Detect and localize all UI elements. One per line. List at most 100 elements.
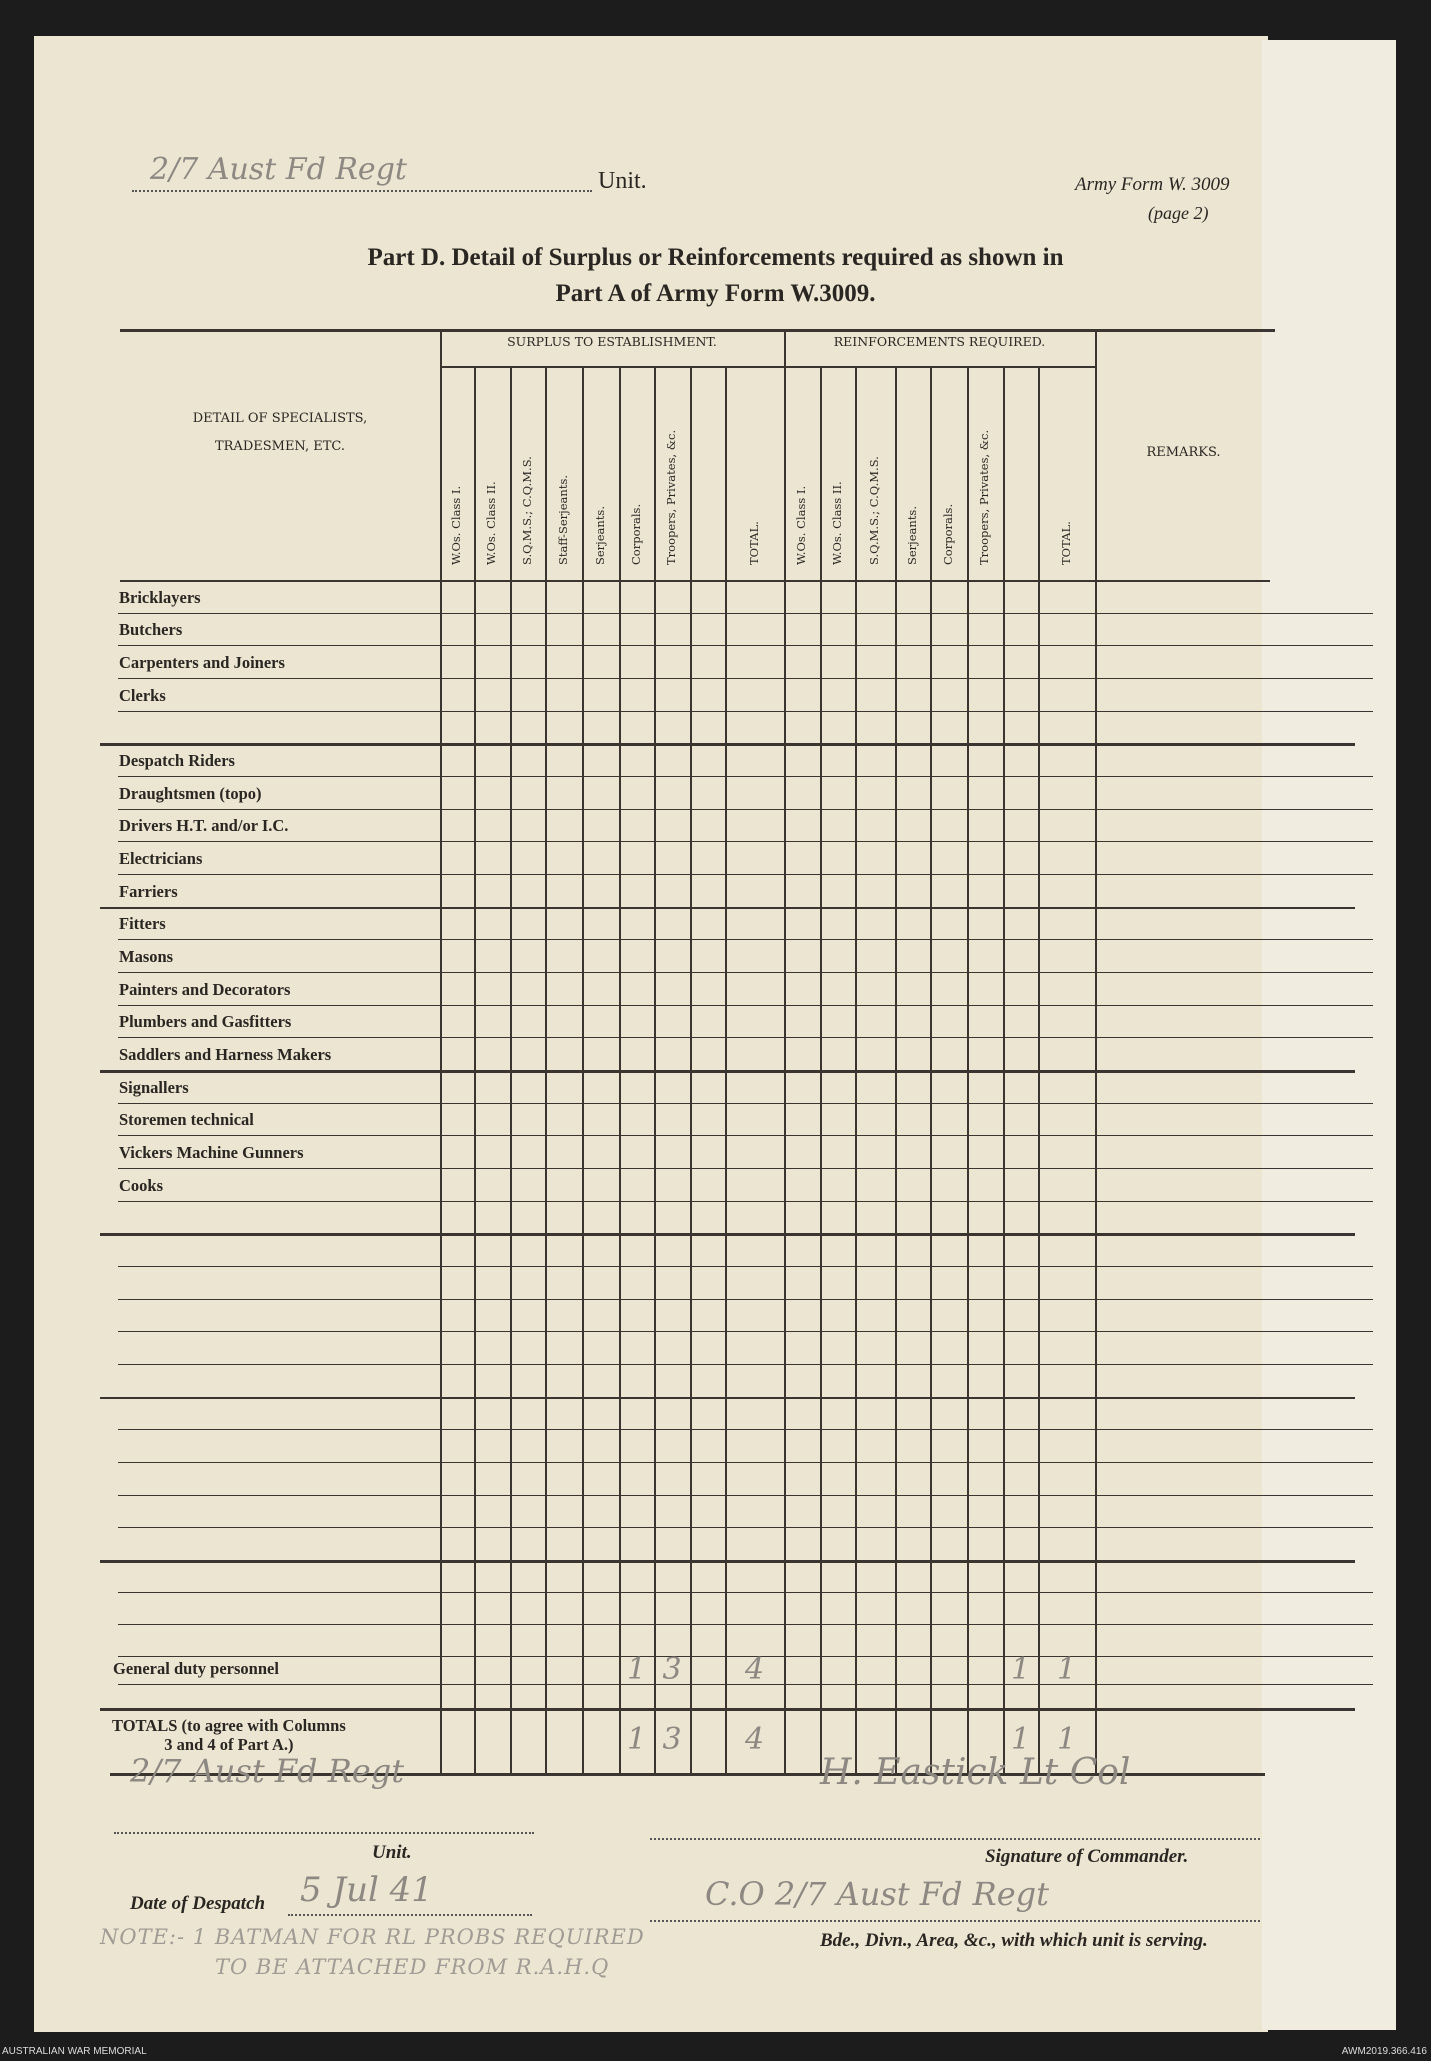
surplus-value: 3 <box>662 1652 682 1687</box>
column-divider <box>510 366 512 1773</box>
row-rule <box>118 612 1373 614</box>
date-handwritten: 5 Jul 41 <box>300 1870 433 1910</box>
surplus-header: SURPLUS TO ESTABLISHMENT. <box>507 334 717 349</box>
column-divider <box>895 366 897 1773</box>
column-divider <box>784 329 786 1773</box>
archive-id: AWM2019.366.416 <box>1341 2046 1427 2057</box>
row-rule <box>118 1684 1373 1685</box>
commander-signature: H. Eastick Lt Col <box>820 1752 1131 1793</box>
reinforcement-column-header: S.Q.M.S.; C.Q.M.S. <box>867 456 881 565</box>
surplus-column-header: W.Os. Class II. <box>484 481 498 565</box>
total-surplus-value: 1 <box>626 1722 647 1757</box>
unit-dotted-line <box>132 190 592 192</box>
row-rule <box>118 645 1373 647</box>
row-rule <box>118 1168 1373 1169</box>
form-id: Army Form W. 3009 <box>1075 174 1230 195</box>
row-rule <box>118 776 1373 777</box>
row-rule <box>118 1266 1373 1267</box>
reinforcements-header: REINFORCEMENTS REQUIRED. <box>833 334 1046 349</box>
note-line-2: TO BE ATTACHED FROM R.A.H.Q <box>215 1955 610 1979</box>
subheader-rule <box>440 366 1095 368</box>
formation-label: Bde., Divn., Area, &c., with which unit … <box>820 1930 1208 1951</box>
reinforcement-column-header: W.Os. Class I. <box>794 485 808 565</box>
row-rule <box>118 1462 1373 1463</box>
group-rule <box>100 1233 1355 1236</box>
row-rule <box>118 678 1373 679</box>
header-bottom-rule <box>120 580 1270 582</box>
column-divider <box>654 366 656 1773</box>
row-label: Vickers Machine Gunners <box>119 1143 304 1162</box>
row-label: Despatch Riders <box>119 751 235 770</box>
column-divider <box>930 366 932 1773</box>
row-label: Painters and Decorators <box>119 979 291 999</box>
row-rule <box>118 1494 1373 1496</box>
row-rule <box>118 1656 1373 1657</box>
column-divider <box>1095 329 1097 1773</box>
row-label: Draughtsmen (topo) <box>119 783 262 803</box>
totals-label: TOTALS (to agree with Columns 3 and 4 of… <box>112 1716 346 1754</box>
row-rule <box>118 1527 1373 1529</box>
row-rule <box>118 1135 1373 1137</box>
formation-line <box>650 1920 1260 1922</box>
reinforcement-column-header: Troopers, Privates, &c. <box>977 429 991 565</box>
row-label: Saddlers and Harness Makers <box>119 1045 332 1064</box>
row-label: Carpenters and Joiners <box>119 653 285 672</box>
form-page: (page 2) <box>1148 203 1209 223</box>
surplus-value: 4 <box>744 1652 765 1687</box>
row-label: Storemen technical <box>119 1110 254 1130</box>
row-rule <box>118 808 1373 810</box>
surplus-column-header: Staff-Serjeants. <box>555 475 570 565</box>
surplus-column-header: S.Q.M.S.; C.Q.M.S. <box>519 456 534 565</box>
paper-edge-strip <box>1262 40 1396 2030</box>
surplus-column-header: Serjeants. <box>592 506 607 565</box>
reinforcement-column-header: Corporals. <box>940 503 955 565</box>
title-line-1: Part D. Detail of Surplus or Reinforceme… <box>367 244 1064 271</box>
total-surplus-value: 4 <box>744 1722 765 1757</box>
reinforcement-column-header: Serjeants. <box>904 506 919 565</box>
signature-line <box>650 1838 1260 1840</box>
row-rule <box>118 1102 1373 1104</box>
formation-handwritten: C.O 2/7 Aust Fd Regt <box>705 1875 1049 1913</box>
row-rule <box>118 874 1373 875</box>
row-rule <box>118 1331 1373 1333</box>
row-label: Signallers <box>119 1077 189 1097</box>
reinforcement-column-header: W.Os. Class II. <box>829 481 844 565</box>
row-rule <box>118 1429 1373 1431</box>
group-rule <box>100 1560 1355 1563</box>
date-line <box>288 1914 532 1916</box>
row-rule <box>118 1592 1373 1593</box>
row-label: Clerks <box>119 685 166 705</box>
unit-label: Unit. <box>598 168 647 194</box>
group-rule <box>100 1070 1355 1073</box>
column-divider <box>545 366 547 1773</box>
total-reinforcement-value: 1 <box>1056 1722 1077 1757</box>
row-label: Bricklayers <box>119 587 201 607</box>
footer-unit-handwritten: 2/7 Aust Fd Regt <box>130 1752 405 1790</box>
row-label: Farriers <box>119 881 178 901</box>
column-divider <box>582 366 584 1773</box>
row-label: Cooks <box>119 1175 164 1195</box>
row-label: Masons <box>119 947 174 966</box>
footer-unit-line <box>114 1832 534 1834</box>
column-divider <box>690 366 692 1773</box>
group-rule <box>100 1708 1355 1711</box>
remarks-header: REMARKS. <box>1146 445 1221 460</box>
column-divider <box>619 366 621 1773</box>
row-label: Butchers <box>119 620 183 640</box>
row-rule <box>118 841 1373 843</box>
row-label: Plumbers and Gasfitters <box>119 1012 292 1032</box>
table-bottom-rule <box>110 1773 1265 1776</box>
column-divider <box>725 366 727 1773</box>
detail-column-header: DETAIL OF SPECIALISTS, TRADESMEN, ETC. <box>192 411 368 454</box>
group-rule <box>100 906 1355 910</box>
footer-unit-label: Unit. <box>372 1842 412 1863</box>
surplus-column-header: TOTAL. <box>746 521 761 565</box>
reinforcement-column-header: TOTAL. <box>1058 521 1073 565</box>
column-divider <box>440 329 442 1773</box>
row-rule <box>118 972 1373 973</box>
row-label: Fitters <box>119 914 166 934</box>
column-divider <box>1038 366 1040 1773</box>
row-rule <box>118 1037 1373 1039</box>
group-rule <box>100 1396 1355 1400</box>
row-rule <box>118 710 1373 712</box>
